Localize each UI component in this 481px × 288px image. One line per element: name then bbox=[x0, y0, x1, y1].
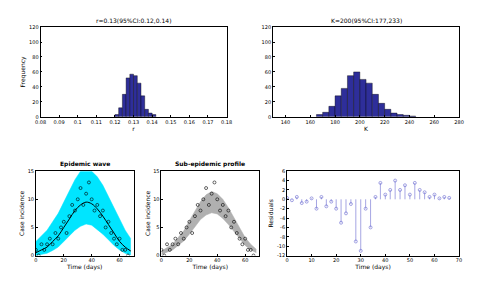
svg-text:5: 5 bbox=[156, 224, 159, 230]
svg-text:0: 0 bbox=[156, 252, 159, 258]
svg-text:K: K bbox=[364, 125, 369, 132]
svg-text:20: 20 bbox=[186, 257, 192, 263]
svg-text:80: 80 bbox=[265, 54, 271, 60]
svg-text:-12: -12 bbox=[277, 252, 285, 258]
svg-text:40: 40 bbox=[214, 257, 220, 263]
svg-text:Frequency: Frequency bbox=[20, 56, 28, 87]
svg-text:K=200(95%CI:177,233): K=200(95%CI:177,233) bbox=[331, 17, 402, 24]
svg-text:0.18: 0.18 bbox=[221, 119, 232, 125]
svg-text:60: 60 bbox=[32, 69, 38, 75]
svg-text:15: 15 bbox=[28, 168, 34, 174]
svg-text:0: 0 bbox=[31, 252, 34, 258]
svg-text:20: 20 bbox=[32, 99, 38, 105]
svg-text:6: 6 bbox=[282, 168, 285, 174]
svg-text:220: 220 bbox=[380, 119, 390, 125]
svg-text:0: 0 bbox=[160, 257, 163, 263]
svg-text:0: 0 bbox=[35, 114, 38, 120]
svg-text:Case incidence: Case incidence bbox=[144, 190, 151, 236]
svg-text:140: 140 bbox=[281, 119, 291, 125]
svg-text:0.1: 0.1 bbox=[74, 119, 82, 125]
svg-text:Time (days): Time (days) bbox=[192, 263, 228, 271]
svg-text:40: 40 bbox=[32, 84, 38, 90]
svg-text:10: 10 bbox=[153, 196, 159, 202]
svg-text:60: 60 bbox=[431, 257, 437, 263]
svg-text:-8: -8 bbox=[280, 234, 285, 240]
svg-text:100: 100 bbox=[29, 39, 39, 45]
svg-text:120: 120 bbox=[262, 24, 272, 30]
svg-text:0.12: 0.12 bbox=[109, 119, 120, 125]
svg-text:4: 4 bbox=[282, 177, 285, 183]
svg-text:160: 160 bbox=[305, 119, 315, 125]
svg-text:Residuals: Residuals bbox=[267, 199, 274, 227]
svg-text:180: 180 bbox=[330, 119, 340, 125]
svg-text:50: 50 bbox=[407, 257, 413, 263]
svg-text:0.09: 0.09 bbox=[54, 119, 65, 125]
svg-text:40: 40 bbox=[89, 257, 95, 263]
svg-text:Sub-epidemic profile: Sub-epidemic profile bbox=[175, 160, 245, 168]
svg-text:30: 30 bbox=[358, 257, 364, 263]
svg-text:20: 20 bbox=[333, 257, 339, 263]
svg-text:-6: -6 bbox=[280, 224, 285, 230]
svg-text:Epidemic wave: Epidemic wave bbox=[60, 160, 110, 168]
svg-text:80: 80 bbox=[32, 54, 38, 60]
svg-text:280: 280 bbox=[454, 119, 464, 125]
svg-text:0: 0 bbox=[285, 257, 288, 263]
svg-text:40: 40 bbox=[382, 257, 388, 263]
svg-text:-2: -2 bbox=[280, 205, 285, 211]
svg-text:0.15: 0.15 bbox=[165, 119, 176, 125]
svg-text:10: 10 bbox=[28, 196, 34, 202]
svg-text:120: 120 bbox=[29, 24, 39, 30]
svg-text:r: r bbox=[132, 125, 135, 132]
svg-text:260: 260 bbox=[429, 119, 439, 125]
svg-text:-10: -10 bbox=[277, 243, 285, 249]
svg-text:0.17: 0.17 bbox=[202, 119, 213, 125]
svg-text:0: 0 bbox=[282, 196, 285, 202]
svg-text:Case incidence: Case incidence bbox=[18, 190, 25, 236]
svg-text:5: 5 bbox=[31, 224, 34, 230]
svg-text:60: 60 bbox=[116, 257, 122, 263]
svg-text:60: 60 bbox=[242, 257, 248, 263]
svg-text:r=0.13(95%CI:0.12,0.14): r=0.13(95%CI:0.12,0.14) bbox=[96, 17, 171, 24]
svg-text:0.11: 0.11 bbox=[91, 119, 102, 125]
svg-text:Time (days): Time (days) bbox=[66, 263, 102, 271]
svg-text:0.13: 0.13 bbox=[128, 119, 139, 125]
svg-text:Time (days): Time (days) bbox=[354, 263, 390, 271]
svg-text:15: 15 bbox=[153, 168, 159, 174]
svg-text:0: 0 bbox=[268, 114, 271, 120]
svg-text:0: 0 bbox=[34, 257, 37, 263]
svg-text:100: 100 bbox=[262, 39, 272, 45]
svg-text:200: 200 bbox=[355, 119, 365, 125]
svg-text:240: 240 bbox=[405, 119, 415, 125]
svg-text:0.08: 0.08 bbox=[35, 119, 46, 125]
svg-text:-4: -4 bbox=[280, 215, 285, 221]
svg-text:70: 70 bbox=[456, 257, 462, 263]
svg-text:40: 40 bbox=[265, 84, 271, 90]
svg-text:60: 60 bbox=[265, 69, 271, 75]
svg-text:2: 2 bbox=[282, 187, 285, 193]
svg-text:20: 20 bbox=[265, 99, 271, 105]
svg-text:0.16: 0.16 bbox=[184, 119, 195, 125]
svg-text:10: 10 bbox=[308, 257, 314, 263]
svg-text:0.14: 0.14 bbox=[147, 119, 158, 125]
svg-text:20: 20 bbox=[61, 257, 67, 263]
